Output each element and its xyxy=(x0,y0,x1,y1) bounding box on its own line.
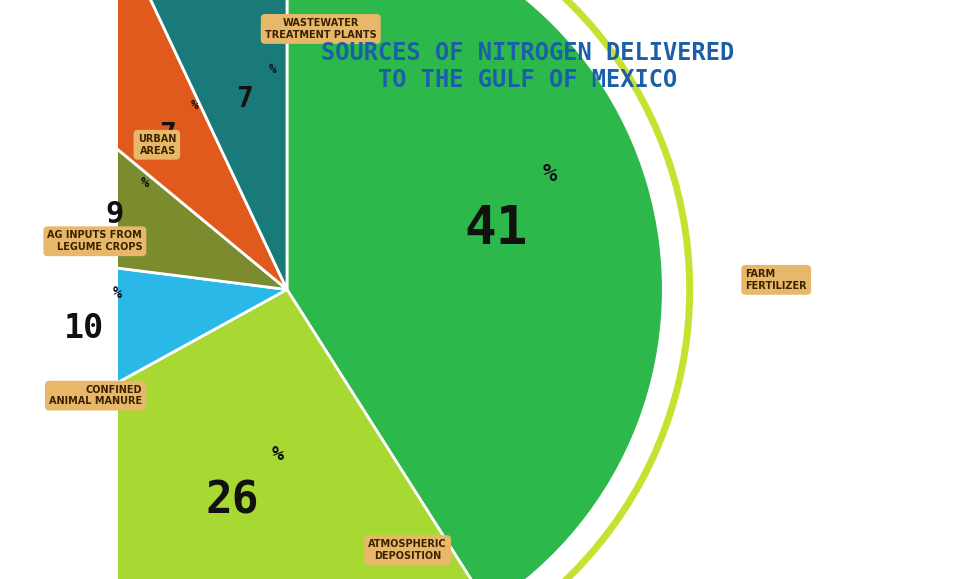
Text: CONFINED
ANIMAL MANURE: CONFINED ANIMAL MANURE xyxy=(49,385,142,406)
Text: 26: 26 xyxy=(206,479,259,522)
Wedge shape xyxy=(0,50,287,290)
Text: %: % xyxy=(269,63,276,76)
Text: 10: 10 xyxy=(63,312,104,345)
Text: SOURCES OF NITROGEN DELIVERED
TO THE GULF OF MEXICO: SOURCES OF NITROGEN DELIVERED TO THE GUL… xyxy=(322,41,734,92)
Wedge shape xyxy=(127,0,287,290)
Text: FARM
FERTILIZER: FARM FERTILIZER xyxy=(745,269,807,291)
Text: 41: 41 xyxy=(465,203,528,255)
Text: ATMOSPHERIC
DEPOSITION: ATMOSPHERIC DEPOSITION xyxy=(369,539,447,561)
Text: %: % xyxy=(542,162,557,186)
Text: %: % xyxy=(112,286,122,301)
Text: 7: 7 xyxy=(236,85,252,112)
Text: %: % xyxy=(191,100,199,112)
Text: AG INPUTS FROM
LEGUME CROPS: AG INPUTS FROM LEGUME CROPS xyxy=(47,230,142,252)
Wedge shape xyxy=(0,290,489,579)
Wedge shape xyxy=(287,0,663,579)
Text: %: % xyxy=(272,445,283,464)
Text: %: % xyxy=(141,176,149,190)
Text: WASTEWATER
TREATMENT PLANTS: WASTEWATER TREATMENT PLANTS xyxy=(265,18,376,40)
Text: URBAN
AREAS: URBAN AREAS xyxy=(137,134,176,156)
Wedge shape xyxy=(0,243,287,471)
Text: 9: 9 xyxy=(105,200,124,229)
Wedge shape xyxy=(0,0,287,290)
Text: 7: 7 xyxy=(158,121,176,149)
